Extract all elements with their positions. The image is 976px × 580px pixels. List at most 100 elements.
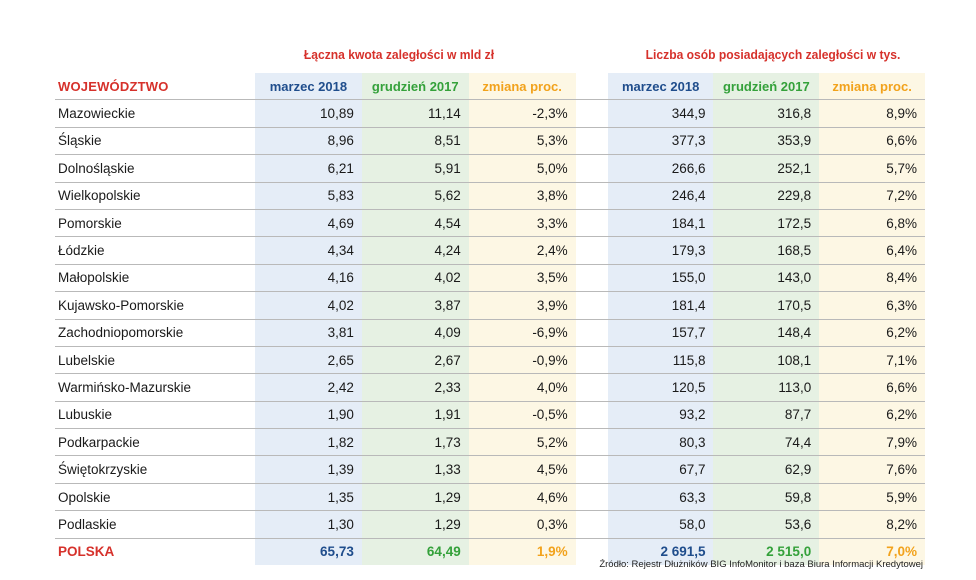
amount-march-header: marzec 2018 — [254, 73, 362, 101]
column-gap — [575, 401, 608, 430]
people-change-cell: 5,9% — [819, 483, 925, 512]
amount-change-cell: -0,9% — [468, 346, 576, 375]
amount-change-cell: 5,3% — [468, 127, 576, 156]
column-gap — [575, 291, 608, 320]
region-name: Podkarpackie — [55, 428, 255, 457]
people-change-cell: 6,6% — [819, 373, 925, 402]
column-gap — [575, 236, 608, 265]
amount-december-cell: 4,09 — [361, 319, 469, 347]
people-december-cell: 108,1 — [713, 346, 820, 375]
table-row: Lubelskie 2,65 2,67 -0,9% 115,8 108,1 7,1% — [55, 346, 925, 375]
amount-change-cell: 5,0% — [468, 154, 576, 183]
amount-march-cell: 4,16 — [254, 264, 362, 293]
column-gap — [575, 99, 608, 128]
amount-march-cell: 1,90 — [254, 401, 362, 430]
people-change-cell: 6,4% — [819, 236, 925, 265]
people-change-cell: 8,9% — [819, 99, 925, 128]
people-change-header: zmiana proc. — [819, 73, 925, 101]
people-december-cell: 59,8 — [713, 483, 820, 512]
people-december-cell: 148,4 — [713, 319, 820, 347]
table-header-row: WOJEWÓDZTWO marzec 2018 grudzień 2017 zm… — [55, 73, 925, 101]
amount-change-cell: 5,2% — [468, 428, 576, 457]
table-row: Podlaskie 1,30 1,29 0,3% 58,0 53,6 8,2% — [55, 510, 925, 539]
amount-march-cell: 1,35 — [254, 483, 362, 512]
amount-december-cell: 5,62 — [361, 182, 469, 210]
amount-december-cell: 2,33 — [361, 373, 469, 402]
amount-december-cell: 1,29 — [361, 483, 469, 512]
table-row: Opolskie 1,35 1,29 4,6% 63,3 59,8 5,9% — [55, 483, 925, 512]
column-gap — [575, 154, 608, 183]
people-december-cell: 74,4 — [713, 428, 820, 457]
amount-december-cell: 1,73 — [361, 428, 469, 457]
amount-change-cell: 2,4% — [468, 236, 576, 265]
region-header: WOJEWÓDZTWO — [55, 73, 255, 101]
people-change-cell: 7,2% — [819, 182, 925, 210]
amount-change-cell: 1,9% — [468, 538, 576, 566]
amount-march-cell: 4,34 — [254, 236, 362, 265]
people-december-cell: 170,5 — [713, 291, 820, 320]
column-gap — [575, 428, 608, 457]
people-march-cell: 181,4 — [607, 291, 714, 320]
amount-change-cell: 4,0% — [468, 373, 576, 402]
amount-december-cell: 4,54 — [361, 209, 469, 238]
column-gap — [575, 182, 608, 210]
people-change-cell: 6,2% — [819, 401, 925, 430]
people-change-cell: 6,6% — [819, 127, 925, 156]
region-name: Lubuskie — [55, 401, 255, 430]
column-gap — [575, 127, 608, 156]
amount-change-cell: -0,5% — [468, 401, 576, 430]
people-december-cell: 113,0 — [713, 373, 820, 402]
people-december-cell: 87,7 — [713, 401, 820, 430]
people-december-cell: 172,5 — [713, 209, 820, 238]
people-change-cell: 6,3% — [819, 291, 925, 320]
people-change-cell: 7,1% — [819, 346, 925, 375]
amount-change-cell: 4,6% — [468, 483, 576, 512]
region-name: Małopolskie — [55, 264, 255, 293]
amount-march-cell: 1,39 — [254, 455, 362, 484]
table-row: Śląskie 8,96 8,51 5,3% 377,3 353,9 6,6% — [55, 127, 925, 156]
amount-march-cell: 6,21 — [254, 154, 362, 183]
amount-december-cell: 3,87 — [361, 291, 469, 320]
amount-december-cell: 64,49 — [361, 538, 469, 566]
people-december-cell: 353,9 — [713, 127, 820, 156]
table-row: Podkarpackie 1,82 1,73 5,2% 80,3 74,4 7,9% — [55, 428, 925, 457]
amount-march-cell: 10,89 — [254, 99, 362, 128]
people-change-cell: 7,0% — [819, 538, 925, 566]
people-march-cell: 184,1 — [607, 209, 714, 238]
amount-december-cell: 1,91 — [361, 401, 469, 430]
amount-december-cell: 4,02 — [361, 264, 469, 293]
region-name: Lubelskie — [55, 346, 255, 375]
amount-march-cell: 1,82 — [254, 428, 362, 457]
region-name: Świętokrzyskie — [55, 455, 255, 484]
region-name: Mazowieckie — [55, 99, 255, 128]
debt-table: WOJEWÓDZTWO marzec 2018 grudzień 2017 zm… — [55, 73, 925, 566]
people-change-cell: 7,6% — [819, 455, 925, 484]
people-march-cell: 157,7 — [607, 319, 714, 347]
amount-change-cell: 3,5% — [468, 264, 576, 293]
region-name: Wielkopolskie — [55, 182, 255, 210]
people-march-cell: 67,7 — [607, 455, 714, 484]
people-change-cell: 5,7% — [819, 154, 925, 183]
amount-change-cell: 0,3% — [468, 510, 576, 539]
column-gap — [575, 264, 608, 293]
amount-change-cell: -2,3% — [468, 99, 576, 128]
table-row: Wielkopolskie 5,83 5,62 3,8% 246,4 229,8 7,2% — [55, 182, 925, 210]
people-change-cell: 6,8% — [819, 209, 925, 238]
people-december-cell: 316,8 — [713, 99, 820, 128]
people-march-cell: 58,0 — [607, 510, 714, 539]
region-name: Łódzkie — [55, 236, 255, 265]
people-december-cell: 53,6 — [713, 510, 820, 539]
column-gap — [575, 73, 608, 101]
people-march-cell: 266,6 — [607, 154, 714, 183]
amount-december-cell: 5,91 — [361, 154, 469, 183]
column-gap — [575, 209, 608, 238]
amount-march-cell: 1,30 — [254, 510, 362, 539]
amount-december-cell: 11,14 — [361, 99, 469, 128]
people-march-cell: 377,3 — [607, 127, 714, 156]
people-december-cell: 143,0 — [713, 264, 820, 293]
region-name: Kujawsko-Pomorskie — [55, 291, 255, 320]
people-march-cell: 344,9 — [607, 99, 714, 128]
column-gap — [575, 455, 608, 484]
amount-march-cell: 4,02 — [254, 291, 362, 320]
amount-change-header: zmiana proc. — [468, 73, 576, 101]
